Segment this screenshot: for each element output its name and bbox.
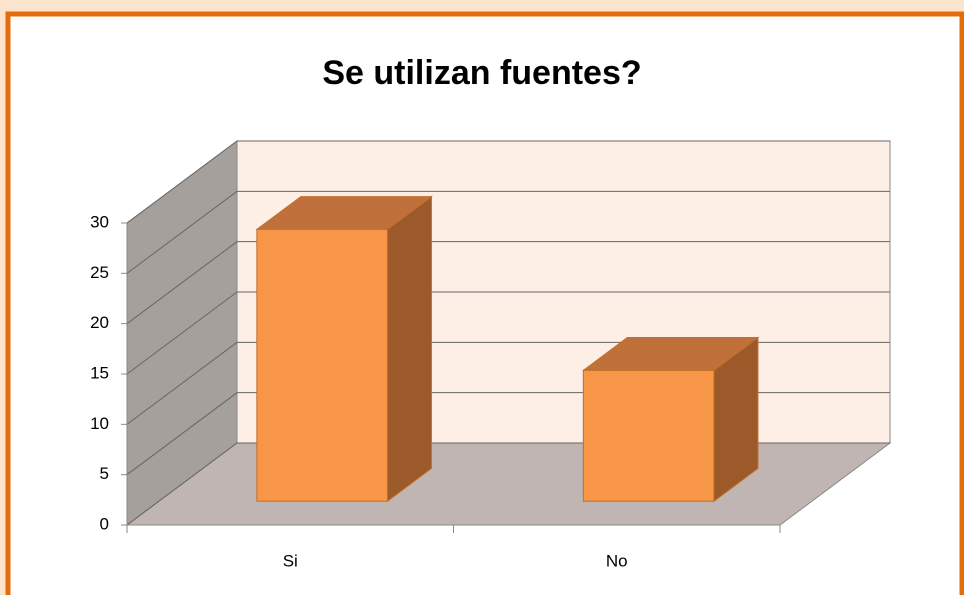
bar — [255, 195, 433, 503]
grid-line — [126, 442, 238, 526]
y-tick-label: 10 — [90, 414, 109, 433]
chart-title: Se utilizan fuentes? — [322, 54, 641, 92]
grid-line — [126, 241, 238, 325]
y-tick-label: 30 — [90, 212, 109, 231]
y-tick-label: 25 — [90, 263, 109, 282]
grid-line — [126, 291, 238, 375]
grid-line — [126, 190, 238, 274]
bar-side — [386, 195, 432, 503]
grid-line — [126, 341, 238, 425]
bar-front — [256, 228, 388, 502]
bar — [581, 336, 760, 503]
x-tick-label: Si — [283, 551, 298, 570]
grid-line — [126, 392, 238, 476]
grid-line — [126, 140, 238, 224]
bar-front — [582, 369, 715, 502]
x-tick-label: No — [606, 551, 628, 570]
y-tick-label: 15 — [90, 363, 109, 382]
y-tick-label: 20 — [90, 313, 109, 332]
y-tick-label: 0 — [100, 514, 109, 533]
floor — [125, 442, 892, 526]
y-tick-label: 5 — [100, 464, 109, 483]
